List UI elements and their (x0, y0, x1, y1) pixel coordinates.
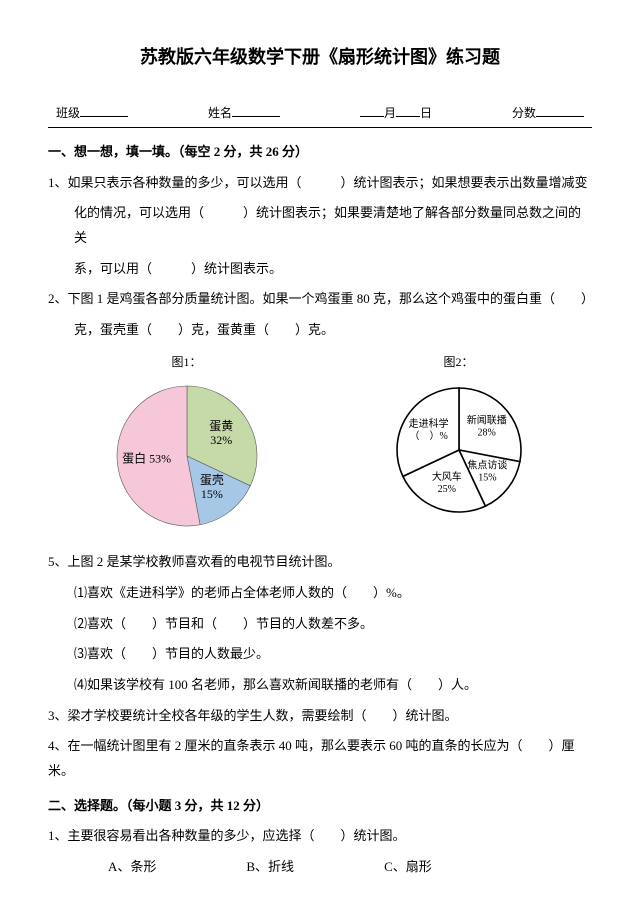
s2q1: 1、主要很容易看出各种数量的多少，应选择（ ）统计图。 (48, 824, 592, 849)
fig1-label: 图1： (107, 351, 267, 374)
fig2-label: 图2： (384, 351, 534, 374)
svg-text:15%: 15% (200, 486, 222, 500)
svg-text:（ ）%: （ ）% (409, 430, 447, 442)
pie-chart-1: 蛋黄32% 蛋壳15% 蛋白 53% (107, 378, 267, 528)
info-line: 班级 姓名 月日 分数 (48, 102, 592, 128)
svg-text:28%: 28% (477, 427, 495, 438)
chart2-block: 图2： 新闻联播28% 焦点访谈15% 大风车25% 走进科学（ ）% (384, 351, 534, 526)
date-label: 月日 (360, 102, 432, 125)
q3: 3、梁才学校要统计全校各年级的学生人数，需要绘制（ ）统计图。 (48, 704, 592, 729)
q5: 5、上图 2 是某学校教师喜欢看的电视节目统计图。 (48, 550, 592, 575)
pie-chart-2: 新闻联播28% 焦点访谈15% 大风车25% 走进科学（ ）% (384, 378, 534, 518)
svg-text:32%: 32% (210, 433, 232, 447)
svg-text:走进科学: 走进科学 (408, 417, 448, 430)
s2q1-options: A、条形 B、折线 C、扇形 (48, 855, 592, 880)
q5-2: ⑵喜欢（ ）节目和（ ）节目的人数差不多。 (48, 612, 592, 637)
svg-text:15%: 15% (478, 472, 496, 483)
class-label: 班级 (56, 102, 128, 125)
q1-line3: 系，可以用（ ）统计图表示。 (48, 257, 592, 282)
chart1-block: 图1： 蛋黄32% 蛋壳15% 蛋白 53% (107, 351, 267, 536)
option-a: A、条形 (108, 855, 156, 880)
q1-line2: 化的情况，可以选用（ ）统计图表示；如果要清楚地了解各部分数量同总数之间的关 (48, 201, 592, 250)
q5-1: ⑴喜欢《走进科学》的老师占全体老师人数的（ ）%。 (48, 581, 592, 606)
page-title: 苏教版六年级数学下册《扇形统计图》练习题 (48, 40, 592, 74)
svg-text:蛋白 53%: 蛋白 53% (122, 450, 171, 465)
q5-4: ⑷如果该学校有 100 名老师，那么喜欢新闻联播的老师有（ ）人。 (48, 673, 592, 698)
section1-heading: 一、想一想，填一填。（每空 2 分，共 26 分） (48, 140, 592, 165)
option-b: B、折线 (246, 855, 294, 880)
score-label: 分数 (512, 102, 584, 125)
q5-3: ⑶喜欢（ ）节目的人数最少。 (48, 642, 592, 667)
q2-line1: 2、下图 1 是鸡蛋各部分质量统计图。如果一个鸡蛋重 80 克，那么这个鸡蛋中的… (48, 287, 592, 312)
svg-text:25%: 25% (437, 484, 455, 495)
svg-text:蛋壳: 蛋壳 (199, 472, 223, 486)
svg-text:新闻联播: 新闻联播 (466, 413, 506, 426)
q4: 4、在一幅统计图里有 2 厘米的直条表示 40 吨，那么要表示 60 吨的直条的… (48, 734, 592, 783)
svg-text:蛋黄: 蛋黄 (209, 419, 233, 433)
option-c: C、扇形 (384, 855, 432, 880)
name-label: 姓名 (208, 102, 280, 125)
q2-line2: 克，蛋壳重（ ）克，蛋黄重（ ）克。 (48, 318, 592, 343)
svg-text:焦点访谈: 焦点访谈 (467, 458, 507, 471)
svg-text:大风车: 大风车 (431, 470, 461, 483)
charts-row: 图1： 蛋黄32%蛋壳15%蛋白 53% 图2： 新闻联播28%焦点访谈15%大… (48, 351, 592, 536)
section2-heading: 二、选择题。（每小题 3 分，共 12 分） (48, 794, 592, 819)
q1-line1: 1、如果只表示各种数量的多少，可以选用（ ）统计图表示；如果想要表示出数量增减变 (48, 171, 592, 196)
